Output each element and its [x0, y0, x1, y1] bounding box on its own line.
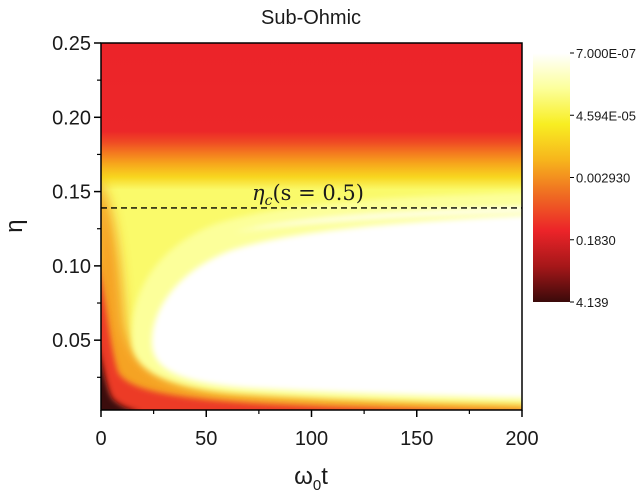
x-axis-label: ω0t — [294, 463, 328, 494]
x-axis-label-t: t — [321, 463, 328, 490]
y-axis: 0.05 0.10 0.15 0.20 0.25 — [52, 33, 101, 378]
colorbar-ticks: 7.000E-07 4.594E-05 0.002930 0.1830 4.139 — [570, 46, 636, 310]
annotation-eta: η — [252, 181, 265, 205]
y-axis-label: η — [1, 219, 28, 232]
x-axis-label-sub: 0 — [313, 477, 321, 494]
colorbar-tick-label: 4.139 — [576, 295, 609, 310]
y-tick-label: 0.25 — [52, 33, 91, 55]
x-tick-label: 200 — [505, 428, 538, 450]
x-tick-label: 0 — [95, 428, 106, 450]
upper-band-streak — [235, 206, 522, 232]
y-tick-label: 0.05 — [52, 330, 91, 352]
annotation-sub: c — [265, 193, 273, 209]
x-tick-label: 150 — [400, 428, 433, 450]
x-axis: 0 50 100 150 200 — [95, 410, 539, 450]
x-axis-label-omega: ω — [294, 463, 313, 490]
dark-corner-region — [101, 359, 133, 410]
heatmap — [101, 43, 522, 410]
x-tick-label: 50 — [195, 428, 217, 450]
colorbar-tick-label: 0.002930 — [576, 171, 630, 186]
y-tick-label: 0.20 — [52, 107, 91, 129]
y-tick-label: 0.15 — [52, 182, 91, 204]
colorbar-tick-label: 7.000E-07 — [576, 46, 636, 61]
x-tick-label: 100 — [295, 428, 328, 450]
y-tick-label: 0.10 — [52, 256, 91, 278]
white-low-value-region — [151, 215, 522, 398]
annotation-rest: (s = 0.5) — [272, 181, 364, 205]
colorbar-tick-label: 0.1830 — [576, 233, 616, 248]
critical-coupling-label: ηc(s = 0.5) — [252, 181, 364, 209]
orange-left-band — [101, 184, 522, 410]
colorbar — [533, 53, 570, 302]
chart-title: Sub-Ohmic — [261, 7, 361, 29]
colorbar-tick-label: 4.594E-05 — [576, 108, 636, 123]
red-lower-region — [101, 279, 446, 410]
